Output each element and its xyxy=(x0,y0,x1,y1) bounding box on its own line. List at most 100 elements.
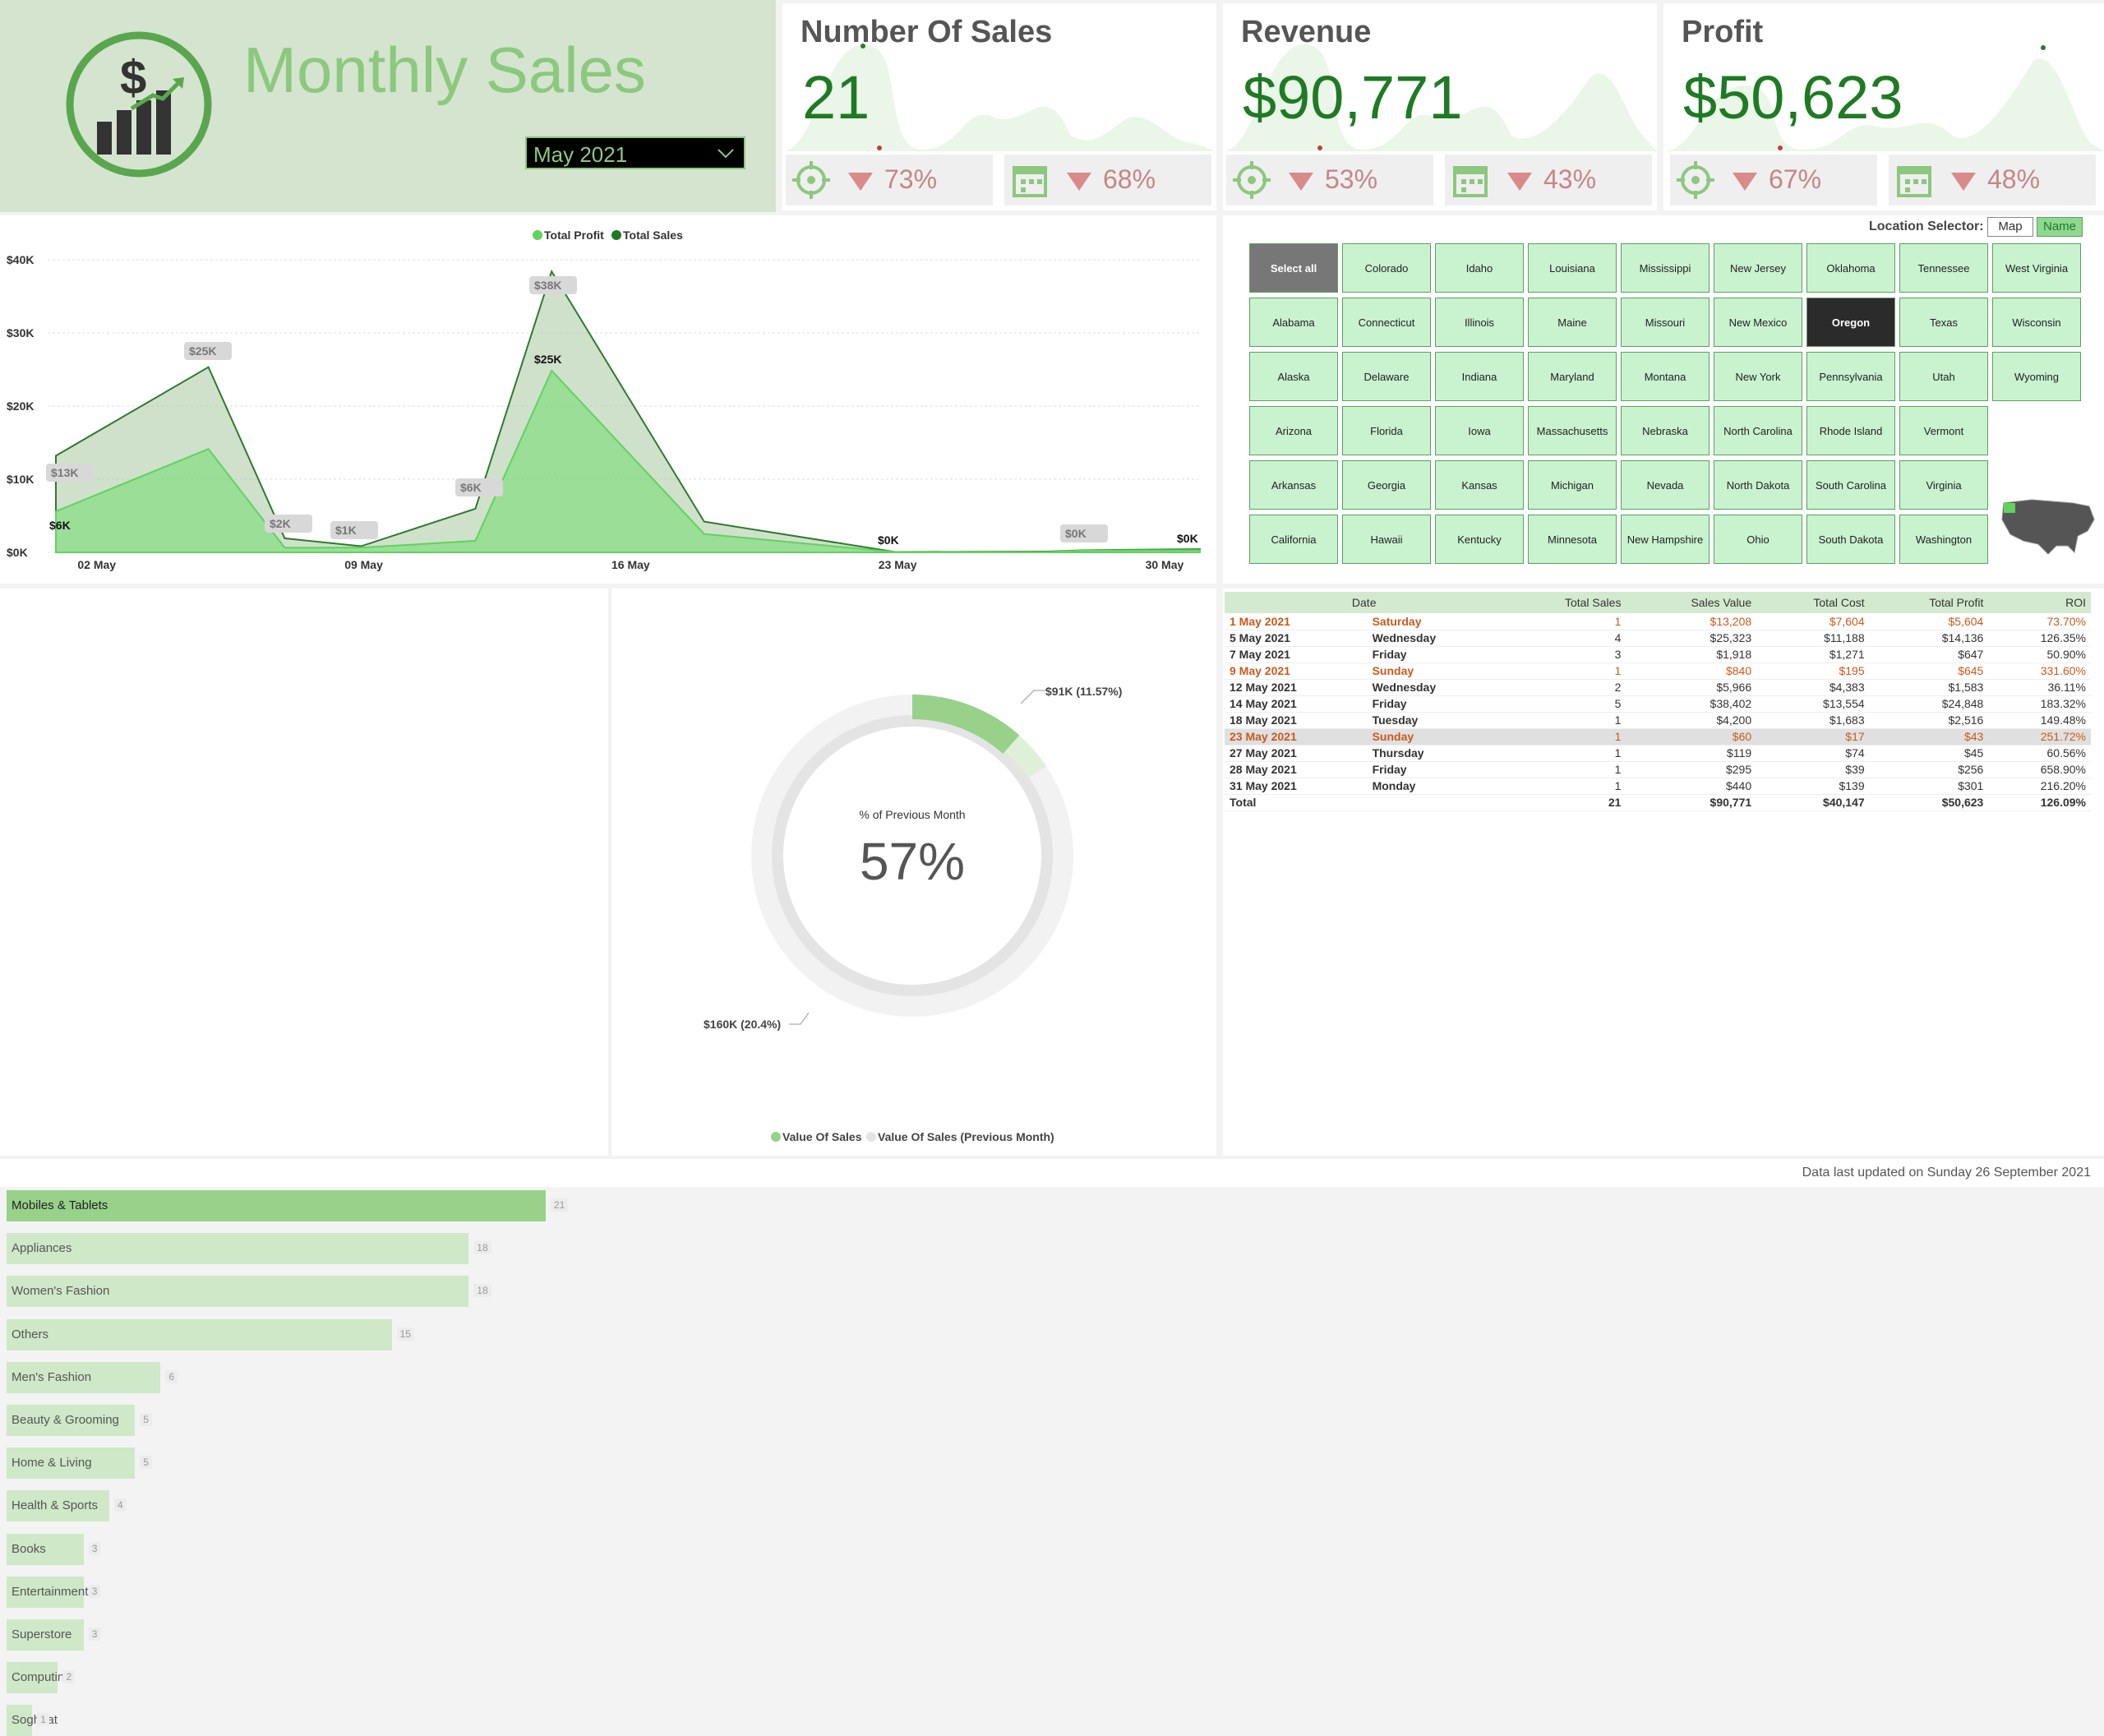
state-button[interactable]: Illinois xyxy=(1435,298,1524,347)
table-cell: $5,604 xyxy=(1869,613,1989,630)
state-button[interactable]: Nevada xyxy=(1621,460,1710,510)
name-toggle[interactable]: Name xyxy=(2037,217,2083,237)
state-button[interactable]: Arizona xyxy=(1249,406,1338,455)
table-row[interactable]: Total 21 $90,771 $40,147 $50,623 126.09% xyxy=(1225,794,2091,811)
donut-track xyxy=(772,715,1053,996)
state-button[interactable]: Hawaii xyxy=(1342,515,1431,564)
category-bar[interactable]: Superstore xyxy=(7,1619,84,1651)
state-button[interactable]: Louisiana xyxy=(1528,243,1617,293)
table-row[interactable]: 27 May 2021 Thursday 1 $119 $74 $45 60.56% xyxy=(1225,745,2091,762)
table-row[interactable]: 14 May 2021 Friday 5 $38,402 $13,554 $24,848 1… xyxy=(1225,695,2091,713)
col-date[interactable]: Date xyxy=(1225,592,1504,613)
state-button[interactable]: Alabama xyxy=(1249,298,1338,347)
category-bar[interactable]: Appliances xyxy=(7,1233,469,1265)
category-count: 5 xyxy=(140,1413,152,1426)
category-bar[interactable]: Others xyxy=(7,1318,392,1350)
state-button[interactable]: New Hampshire xyxy=(1621,515,1710,564)
col-total-sales[interactable]: Total Sales xyxy=(1503,592,1626,613)
state-button[interactable]: West Virginia xyxy=(1992,243,2081,293)
state-button[interactable]: Kansas xyxy=(1435,460,1524,510)
state-button[interactable]: Tennessee xyxy=(1899,243,1988,293)
x-tick-label: 02 May xyxy=(77,558,116,571)
category-bar[interactable]: Home & Living xyxy=(7,1447,136,1480)
state-button[interactable]: Michigan xyxy=(1528,460,1617,510)
state-button[interactable]: Delaware xyxy=(1342,352,1431,401)
state-button[interactable]: Wyoming xyxy=(1992,352,2081,401)
col-roi[interactable]: ROI xyxy=(1988,592,2091,613)
category-bar[interactable]: Soghaat xyxy=(7,1705,58,1736)
state-button[interactable]: California xyxy=(1249,515,1338,564)
table-row[interactable]: 5 May 2021 Wednesday 4 $25,323 $11,188 $14,13… xyxy=(1225,630,2091,647)
state-button[interactable]: Nebraska xyxy=(1621,406,1710,455)
col-total-profit[interactable]: Total Profit xyxy=(1869,592,1989,613)
col-total-cost[interactable]: Total Cost xyxy=(1756,592,1870,613)
state-button[interactable]: Georgia xyxy=(1342,460,1431,510)
state-button[interactable]: Virginia xyxy=(1899,460,1988,510)
category-bar[interactable]: Women's Fashion xyxy=(7,1276,469,1308)
data-label: $6K xyxy=(49,519,71,532)
state-button[interactable]: Oklahoma xyxy=(1806,243,1895,293)
table-cell: $7,604 xyxy=(1756,613,1870,630)
category-bar[interactable]: Computing xyxy=(7,1662,72,1694)
table-cell: $74 xyxy=(1756,745,1870,762)
state-button[interactable]: New York xyxy=(1714,352,1802,401)
state-button[interactable]: Minnesota xyxy=(1528,515,1617,564)
state-button[interactable]: Idaho xyxy=(1435,243,1524,293)
category-bar[interactable]: Books xyxy=(7,1533,84,1565)
table-row[interactable]: 31 May 2021 Monday 1 $440 $139 $301 216.20% xyxy=(1225,778,2091,795)
state-button[interactable]: Oregon xyxy=(1806,298,1895,347)
category-bar[interactable]: Entertainment xyxy=(7,1576,88,1608)
state-button[interactable]: Utah xyxy=(1899,352,1988,401)
map-toggle[interactable]: Map xyxy=(1987,217,2033,237)
state-button[interactable]: Missouri xyxy=(1621,298,1710,347)
state-button[interactable]: Maryland xyxy=(1528,352,1617,401)
state-button[interactable]: Alaska xyxy=(1249,352,1338,401)
state-button[interactable]: Iowa xyxy=(1435,406,1524,455)
table-row[interactable]: 7 May 2021 Friday 3 $1,918 $1,271 $647 50.90% xyxy=(1225,646,2091,663)
data-label-bg xyxy=(330,521,378,539)
state-button[interactable]: Rhode Island xyxy=(1806,406,1895,455)
state-button[interactable]: Mississippi xyxy=(1621,243,1710,293)
state-button[interactable]: Colorado xyxy=(1342,243,1431,293)
table-row[interactable]: 18 May 2021 Tuesday 1 $4,200 $1,683 $2,516 149… xyxy=(1225,712,2091,729)
month-dropdown[interactable]: May 2021 xyxy=(525,136,745,169)
table-cell: $38,402 xyxy=(1626,695,1757,713)
state-button[interactable]: South Dakota xyxy=(1806,515,1895,564)
state-button[interactable]: Florida xyxy=(1342,406,1431,455)
state-button[interactable]: Connecticut xyxy=(1342,298,1431,347)
state-button[interactable]: Maine xyxy=(1528,298,1617,347)
state-button[interactable]: Ohio xyxy=(1714,515,1802,564)
category-bar[interactable]: Mobiles & Tablets xyxy=(7,1190,546,1221)
table-row[interactable]: 28 May 2021 Friday 1 $295 $39 $256 658.90% xyxy=(1225,761,2091,778)
table-row[interactable]: 1 May 2021 Saturday 1 $13,208 $7,604 $5,604 73… xyxy=(1225,613,2091,630)
category-bar[interactable]: Beauty & Grooming xyxy=(7,1405,136,1436)
category-bar[interactable]: Health & Sports xyxy=(7,1490,109,1522)
state-button[interactable]: Washington xyxy=(1899,515,1988,564)
state-button[interactable]: Vermont xyxy=(1899,406,1988,455)
state-button[interactable]: North Dakota xyxy=(1714,460,1802,510)
state-button[interactable]: Massachusetts xyxy=(1528,406,1617,455)
state-button[interactable]: Kentucky xyxy=(1435,515,1524,564)
state-button[interactable]: Montana xyxy=(1621,352,1710,401)
col-sales-value[interactable]: Sales Value xyxy=(1626,592,1757,613)
table-cell: $139 xyxy=(1756,778,1870,795)
table-row[interactable]: 23 May 2021 Sunday 1 $60 $17 $43 251.72% xyxy=(1225,728,2091,746)
state-button[interactable]: North Carolina xyxy=(1714,406,1802,455)
category-bar[interactable]: Men's Fashion xyxy=(7,1361,161,1393)
kpi-vs-target: 73% xyxy=(786,155,993,205)
state-button[interactable]: Wisconsin xyxy=(1992,298,2081,347)
state-button[interactable]: Arkansas xyxy=(1249,460,1338,510)
state-button[interactable]: Pennsylvania xyxy=(1806,352,1895,401)
data-label-bg xyxy=(184,342,232,360)
state-button[interactable]: New Mexico xyxy=(1714,298,1802,347)
state-button[interactable]: Texas xyxy=(1899,298,1988,347)
area-chart: $40K $30K $20K $10K $0K 02 May 09 May 16 May 23 … xyxy=(7,229,1201,571)
state-button[interactable]: Indiana xyxy=(1435,352,1524,401)
table-row[interactable]: 12 May 2021 Wednesday 2 $5,966 $4,383 $1,583 3… xyxy=(1225,679,2091,696)
state-button[interactable]: New Jersey xyxy=(1714,243,1802,293)
select-all-button[interactable]: Select all xyxy=(1249,243,1338,293)
table-row[interactable]: 9 May 2021 Sunday 1 $840 $195 $645 331.60% xyxy=(1225,663,2091,680)
table-cell: $14,136 xyxy=(1869,630,1989,647)
data-label-bg xyxy=(46,464,94,482)
state-button[interactable]: South Carolina xyxy=(1806,460,1895,510)
